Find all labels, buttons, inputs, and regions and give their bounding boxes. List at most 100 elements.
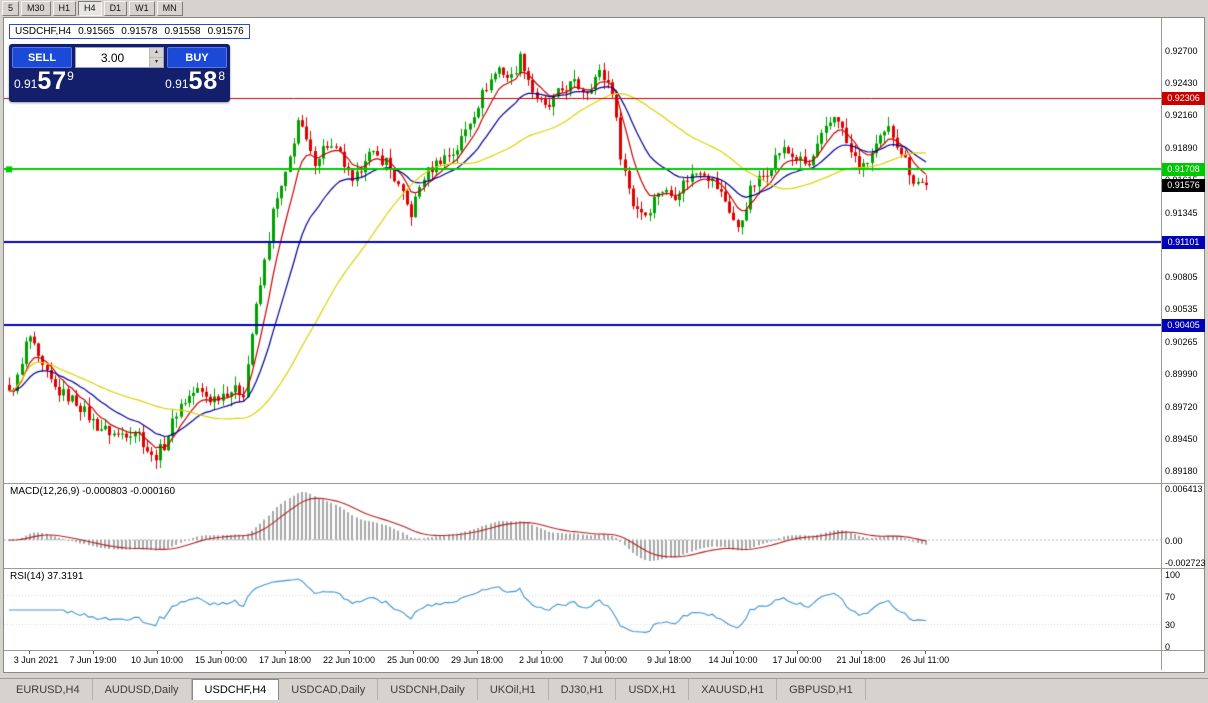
- time-axis-label: 3 Jun 2021: [13, 655, 59, 665]
- close-value: 0.91576: [207, 26, 244, 37]
- price-axis-label: 0.91345: [1165, 207, 1198, 218]
- hline-price-tag[interactable]: 0.91101: [1162, 235, 1205, 249]
- volume-value[interactable]: 3.00: [100, 50, 125, 65]
- buy-button[interactable]: BUY: [167, 47, 227, 68]
- sell-button[interactable]: SELL: [12, 47, 72, 68]
- time-axis-label: 7 Jun 19:00: [69, 655, 117, 665]
- chart-tab-EURUSD-H4[interactable]: EURUSD,H4: [4, 679, 93, 700]
- timeframe-button-H1[interactable]: H1: [52, 1, 77, 16]
- sell-price-point: 9: [67, 69, 74, 83]
- buy-price: 0.91 58 8: [165, 68, 225, 95]
- chart-tab-GBPUSD-H1[interactable]: GBPUSD,H1: [777, 679, 866, 700]
- chart-tab-DJ30-H1[interactable]: DJ30,H1: [549, 679, 617, 700]
- timeframe-button-5[interactable]: 5: [2, 1, 20, 16]
- time-axis-tick: [861, 651, 862, 654]
- time-axis-tick: [541, 651, 542, 654]
- volume-field[interactable]: 3.00 ▴ ▾: [75, 47, 164, 68]
- time-axis-label: 7 Jul 00:00: [582, 655, 628, 665]
- chart-tab-USDX-H1[interactable]: USDX,H1: [616, 679, 690, 700]
- timeframe-button-M30[interactable]: M30: [21, 1, 51, 16]
- rsi-axis-label: 0: [1165, 642, 1171, 652]
- rsi-indicator-canvas[interactable]: [4, 569, 1161, 650]
- hline-price-tag[interactable]: 0.91708: [1162, 163, 1205, 177]
- rsi-label: RSI(14) 37.3191: [10, 571, 84, 582]
- time-axis-label: 22 Jun 10:00: [322, 655, 376, 665]
- price-axis-label: 0.89180: [1165, 466, 1198, 476]
- chart-tab-USDCNH-Daily[interactable]: USDCNH,Daily: [378, 679, 478, 700]
- high-value: 0.91578: [121, 26, 158, 37]
- sell-price-pips: 57: [37, 67, 68, 95]
- chart-tab-AUDUSD-Daily[interactable]: AUDUSD,Daily: [93, 679, 192, 700]
- timeframe-toolbar: 5 M30 H1 H4 D1 W1 MN: [0, 0, 1208, 17]
- time-axis-label: 10 Jun 10:00: [130, 655, 184, 665]
- time-axis-tick: [477, 651, 478, 654]
- rsi-axis-label: 100: [1165, 570, 1181, 580]
- macd-pane-separator[interactable]: [4, 483, 1204, 484]
- volume-decrease-button[interactable]: ▾: [150, 58, 163, 67]
- macd-axis-label: -0.002723: [1165, 558, 1206, 568]
- price-axis-line: [1161, 18, 1162, 670]
- price-axis-label: 0.90805: [1165, 272, 1198, 283]
- timeframe-button-MN[interactable]: MN: [156, 1, 183, 16]
- time-axis-tick: [669, 651, 670, 654]
- timeframe-button-D1[interactable]: D1: [103, 1, 128, 16]
- one-click-trading-panel: SELL 3.00 ▴ ▾ BUY 0.91 57 9 0.91 58 8: [9, 44, 230, 102]
- hline-price-tag[interactable]: 0.90405: [1162, 318, 1205, 332]
- price-axis-label: 0.91890: [1165, 142, 1198, 153]
- price-axis-label: 0.90535: [1165, 304, 1198, 315]
- time-axis-label: 15 Jun 00:00: [194, 655, 248, 665]
- rsi-axis-label: 30: [1165, 620, 1176, 631]
- hline-price-tag[interactable]: 0.92306: [1162, 92, 1205, 105]
- timeframe-button-H4[interactable]: H4: [78, 1, 102, 16]
- low-value: 0.91558: [164, 26, 201, 37]
- time-axis-label: 21 Jul 18:00: [836, 655, 886, 665]
- rsi-pane-separator[interactable]: [4, 568, 1204, 569]
- macd-label: MACD(12,26,9) -0.000803 -0.000160: [10, 486, 176, 497]
- chart-tab-bar: EURUSD,H4 AUDUSD,Daily USDCHF,H4 USDCAD,Dai…: [0, 678, 1208, 700]
- time-axis-tick: [925, 651, 926, 654]
- trade-prices-row: 0.91 57 9 0.91 58 8: [12, 68, 227, 95]
- time-axis-label: 25 Jun 00:00: [386, 655, 440, 665]
- current-price-tag: 0.91576: [1162, 179, 1205, 193]
- sell-price-prefix: 0.91: [14, 77, 38, 91]
- price-axis-label: 0.92160: [1165, 110, 1198, 121]
- sell-price: 0.91 57 9: [14, 68, 74, 95]
- buy-price-pips: 58: [188, 67, 219, 95]
- chart-tab-XAUUSD-H1[interactable]: XAUUSD,H1: [689, 679, 778, 700]
- chart-tab-USDCHF-H4[interactable]: USDCHF,H4: [191, 679, 280, 700]
- time-axis-tick: [797, 651, 798, 654]
- time-axis-label: 26 Jul 11:00: [900, 655, 950, 665]
- time-axis-tick: [605, 651, 606, 654]
- price-axis-label: 0.90265: [1165, 336, 1198, 347]
- time-axis-tick: [221, 651, 222, 654]
- macd-axis-label: 0.00: [1165, 535, 1183, 546]
- open-value: 0.91565: [78, 26, 115, 37]
- time-axis-separator: [4, 650, 1204, 651]
- chart-tab-UKOil-H1[interactable]: UKOil,H1: [478, 679, 549, 700]
- time-axis-tick: [157, 651, 158, 654]
- macd-indicator-canvas[interactable]: [4, 484, 1161, 568]
- time-axis-tick: [413, 651, 414, 654]
- chart-tab-USDCAD-Daily[interactable]: USDCAD,Daily: [279, 679, 379, 700]
- volume-spinner: ▴ ▾: [149, 48, 163, 67]
- price-axis-label: 0.89720: [1165, 401, 1198, 412]
- volume-increase-button[interactable]: ▴: [150, 48, 163, 58]
- buy-price-point: 8: [218, 69, 225, 83]
- chart-ohlc-header: USDCHF,H4 0.91565 0.91578 0.91558 0.9157…: [9, 24, 250, 39]
- price-axis-label: 0.89990: [1165, 369, 1198, 380]
- macd-axis-label: 0.006413: [1165, 484, 1203, 494]
- time-axis-label: 29 Jun 18:00: [450, 655, 504, 665]
- symbol-period-label: USDCHF,H4: [15, 26, 72, 37]
- time-axis-label: 9 Jul 18:00: [646, 655, 692, 665]
- time-axis-tick: [93, 651, 94, 654]
- time-axis-tick: [29, 651, 30, 654]
- price-axis-label: 0.92430: [1165, 78, 1198, 89]
- time-axis-tick: [349, 651, 350, 654]
- price-axis-label: 0.92700: [1165, 46, 1198, 56]
- time-axis-label: 17 Jun 18:00: [258, 655, 312, 665]
- timeframe-button-W1[interactable]: W1: [129, 1, 155, 16]
- buy-price-prefix: 0.91: [165, 77, 189, 91]
- rsi-axis-label: 70: [1165, 591, 1176, 602]
- time-axis-label: 17 Jul 00:00: [772, 655, 822, 665]
- time-axis-tick: [285, 651, 286, 654]
